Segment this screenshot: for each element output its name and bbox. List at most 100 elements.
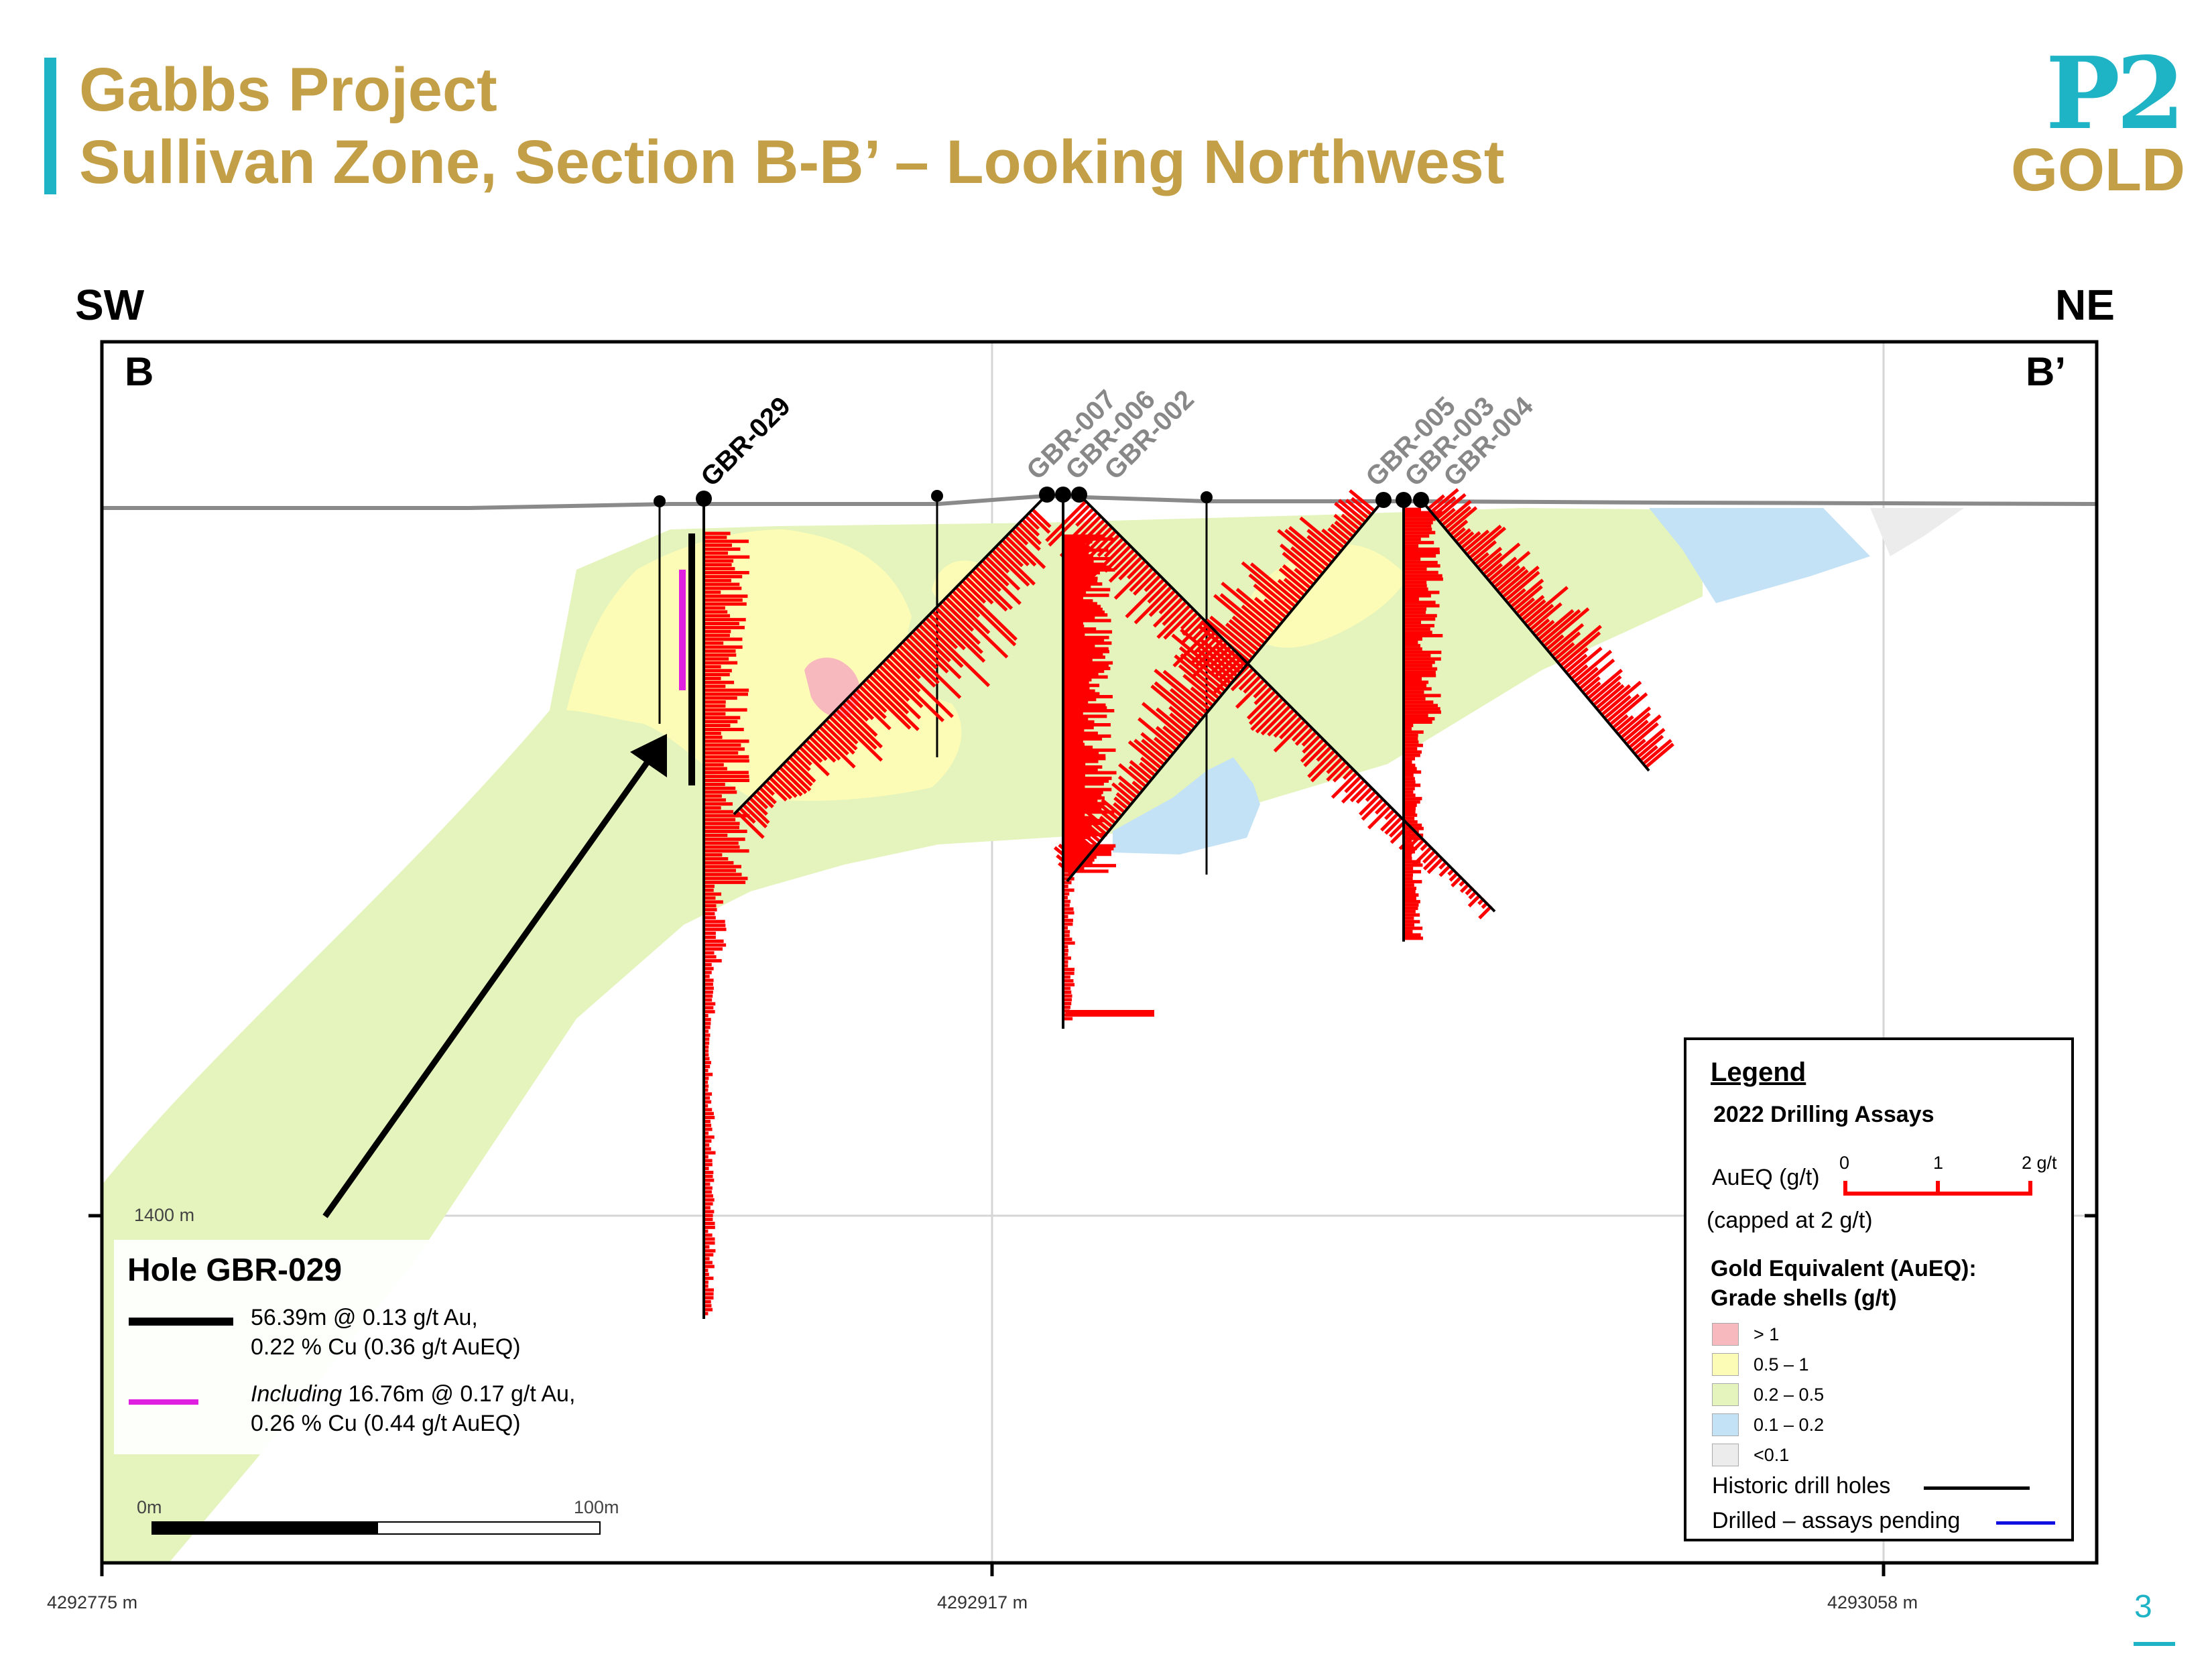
assay-tick bbox=[809, 736, 837, 763]
assay-tick bbox=[1321, 528, 1345, 549]
assay-tick bbox=[1141, 702, 1186, 740]
assay-tick bbox=[1241, 561, 1296, 608]
coordinate-center: 4292917 m bbox=[937, 1592, 1028, 1612]
assay-tick bbox=[799, 746, 830, 777]
assay-tick bbox=[1349, 782, 1370, 803]
legend-capped-note: (capped at 2 g/t) bbox=[1707, 1208, 1873, 1233]
page-number-underline bbox=[2134, 1642, 2175, 1646]
assay-tick bbox=[845, 698, 869, 722]
assay-tick bbox=[1228, 619, 1263, 648]
assay-tick bbox=[779, 767, 808, 794]
assay-tick bbox=[1129, 566, 1154, 592]
assay-tick bbox=[1129, 759, 1153, 781]
section-label-b-prime: B’ bbox=[2026, 349, 2066, 394]
assay-tick bbox=[1528, 602, 1562, 632]
assay-tick bbox=[978, 562, 1022, 605]
assay-tick bbox=[1294, 568, 1314, 586]
assay-tick bbox=[1540, 609, 1581, 645]
assay-tick bbox=[1127, 559, 1147, 580]
assay-tick bbox=[1155, 726, 1180, 747]
assay-tick bbox=[1085, 835, 1098, 847]
assay-tick bbox=[928, 613, 966, 651]
assay-tick bbox=[1246, 689, 1277, 720]
assay-tick bbox=[1342, 767, 1355, 780]
assay-tick bbox=[1140, 732, 1172, 759]
assay-tick bbox=[1180, 628, 1239, 678]
assay-tick bbox=[1156, 707, 1190, 737]
intercept-2-line-2: 0.26 % Cu (0.44 g/t AuEQ) bbox=[251, 1411, 521, 1436]
page-title: Gabbs Project bbox=[79, 56, 497, 124]
legend-shell-label: <0.1 bbox=[1754, 1445, 1790, 1465]
assay-tick bbox=[1163, 607, 1195, 640]
assay-tick bbox=[1070, 511, 1099, 539]
assay-tick bbox=[1182, 674, 1217, 704]
assay-tick bbox=[1471, 540, 1497, 563]
assay-tick bbox=[1644, 743, 1674, 769]
assay-tick bbox=[1075, 833, 1095, 850]
legend-title: Legend bbox=[1711, 1058, 1806, 1087]
assay-tick bbox=[1434, 493, 1467, 521]
assay-tick bbox=[1243, 674, 1262, 694]
assay-tick bbox=[1058, 862, 1074, 876]
assay-tick bbox=[997, 542, 1024, 568]
assay-tick bbox=[1422, 849, 1437, 864]
assay-tick bbox=[1197, 649, 1235, 682]
direction-ne: NE bbox=[2055, 281, 2115, 329]
legend-assays-title: 2022 Drilling Assays bbox=[1713, 1102, 1934, 1127]
assay-tick bbox=[1118, 556, 1144, 581]
assay-tick bbox=[1282, 552, 1318, 582]
assay-tick bbox=[941, 600, 975, 632]
assay-tick bbox=[789, 756, 816, 783]
assay-tick bbox=[1636, 735, 1664, 759]
assay-tick bbox=[1238, 671, 1259, 691]
assay-tick bbox=[1303, 741, 1329, 767]
intercept-1-line-1: 56.39m @ 0.13 g/t Au, bbox=[251, 1305, 478, 1330]
assay-tick bbox=[1429, 488, 1459, 514]
grade-shell-above-1 bbox=[804, 657, 861, 718]
assay-tick bbox=[1014, 525, 1041, 552]
assay-tick bbox=[1117, 775, 1141, 796]
assay-tick bbox=[749, 797, 768, 816]
assay-tick bbox=[968, 572, 1008, 612]
hole-info-title: Hole GBR-029 bbox=[127, 1253, 343, 1288]
assay-tick bbox=[1133, 585, 1173, 625]
assay-tick bbox=[1446, 506, 1478, 534]
assay-tick bbox=[1267, 708, 1296, 737]
assay-tick bbox=[1235, 678, 1266, 709]
assay-tick bbox=[1273, 719, 1307, 753]
hole-info-black-bar bbox=[129, 1318, 233, 1326]
assay-tick bbox=[1490, 550, 1531, 586]
assay-tick bbox=[1333, 763, 1351, 783]
assay-tick bbox=[1075, 845, 1089, 858]
collar-gbr-029 bbox=[696, 491, 712, 507]
assay-tick bbox=[762, 783, 775, 796]
assay-tick bbox=[1493, 565, 1520, 589]
assay-tick bbox=[746, 800, 770, 824]
assay-tick bbox=[1180, 653, 1226, 692]
assay-tick bbox=[1248, 693, 1281, 725]
assay-tick bbox=[938, 603, 981, 645]
legend-swatch-0.1-0.2 bbox=[1712, 1413, 1739, 1436]
assay-tick bbox=[1178, 664, 1220, 700]
intercept-2-line-1: Including 16.76m @ 0.17 g/t Au, bbox=[251, 1379, 575, 1409]
assay-tick bbox=[1443, 505, 1472, 531]
scale-bar-black bbox=[151, 1521, 377, 1535]
legend-historic-line bbox=[1924, 1486, 2030, 1490]
legend-historic-label: Historic drill holes bbox=[1712, 1473, 1891, 1499]
legend-shell-label: 0.2 – 0.5 bbox=[1754, 1385, 1825, 1405]
historic-collar bbox=[1201, 491, 1213, 503]
assay-tick bbox=[902, 641, 962, 699]
assay-tick bbox=[869, 675, 910, 714]
assay-tick bbox=[1180, 611, 1199, 630]
assay-tick bbox=[828, 716, 859, 745]
assay-tick bbox=[1131, 780, 1144, 791]
assay-tick bbox=[1059, 515, 1102, 558]
assay-tick bbox=[991, 549, 1030, 587]
assay-tick bbox=[765, 780, 788, 802]
assay-tick bbox=[971, 569, 1013, 611]
assay-tick bbox=[736, 811, 765, 839]
assay-tick bbox=[1501, 565, 1540, 599]
assay-tick bbox=[1113, 548, 1135, 571]
assay-tick bbox=[951, 590, 981, 618]
assay-tick bbox=[922, 620, 991, 688]
